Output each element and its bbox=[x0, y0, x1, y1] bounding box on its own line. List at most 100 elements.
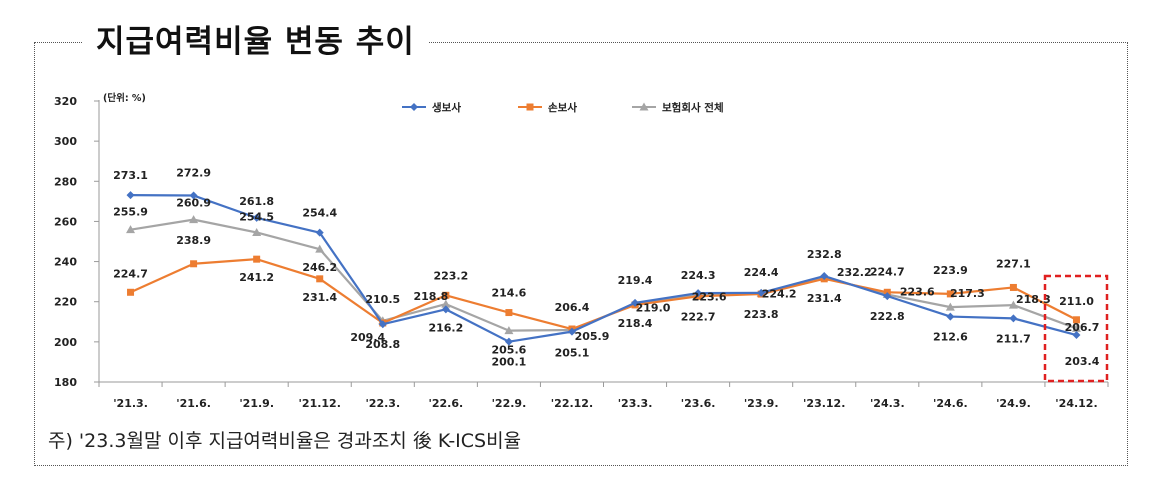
data-label: 208.8 bbox=[365, 338, 400, 351]
data-point bbox=[945, 302, 955, 311]
data-label: 223.8 bbox=[744, 308, 779, 321]
data-point bbox=[189, 215, 199, 224]
data-label: 254.5 bbox=[239, 210, 274, 223]
data-label: 273.1 bbox=[113, 169, 148, 182]
x-tick-label: '22.9. bbox=[492, 397, 527, 410]
data-label: 272.9 bbox=[176, 167, 211, 180]
x-tick-label: '23.6. bbox=[681, 397, 716, 410]
legend-label: 손보사 bbox=[548, 101, 577, 114]
data-point bbox=[1008, 300, 1018, 309]
data-label: 232.2 bbox=[837, 266, 872, 279]
x-tick-label: '21.12. bbox=[299, 397, 341, 410]
data-label: 246.2 bbox=[302, 261, 337, 274]
data-point bbox=[757, 288, 766, 297]
series-line-1 bbox=[130, 194, 1077, 343]
data-point bbox=[504, 326, 514, 335]
data-point bbox=[694, 289, 703, 298]
data-label: 211.0 bbox=[1059, 295, 1094, 308]
chart-title: 지급여력비율 변동 추이 bbox=[96, 24, 415, 60]
data-label: 224.2 bbox=[762, 287, 797, 300]
data-point bbox=[316, 275, 324, 283]
data-label: 241.2 bbox=[239, 271, 274, 284]
data-label: 255.9 bbox=[113, 206, 148, 219]
x-tick-label: '24.3. bbox=[870, 397, 905, 410]
legend-label: 보험회사 전체 bbox=[662, 101, 724, 114]
data-label: 203.4 bbox=[1065, 355, 1100, 368]
data-label: 205.9 bbox=[575, 330, 610, 343]
x-tick-label: '22.3. bbox=[365, 397, 400, 410]
x-tick-label: '21.6. bbox=[176, 397, 211, 410]
y-tick-label: 280 bbox=[54, 175, 77, 188]
data-point bbox=[567, 327, 576, 336]
data-label: 223.9 bbox=[933, 264, 968, 277]
data-label: 224.7 bbox=[870, 265, 905, 278]
data-point bbox=[252, 227, 262, 236]
x-tick-label: '23.3. bbox=[618, 397, 653, 410]
data-label: 218.8 bbox=[413, 290, 448, 303]
footnote: 주) '23.3월말 이후 지급여력비율은 경과조치 後 K-ICS비율 bbox=[48, 430, 522, 452]
y-tick-label: 200 bbox=[54, 336, 77, 349]
y-tick-label: 220 bbox=[54, 296, 77, 309]
x-tick-label: '24.12. bbox=[1055, 397, 1097, 410]
data-point bbox=[1009, 314, 1018, 323]
data-point bbox=[127, 288, 135, 296]
data-point bbox=[190, 260, 198, 268]
title-container: 지급여력비율 변동 추이 bbox=[82, 16, 429, 61]
y-tick-label: 300 bbox=[54, 135, 77, 148]
data-label: 222.7 bbox=[681, 310, 716, 323]
data-label: 227.1 bbox=[996, 257, 1031, 270]
data-label: 224.4 bbox=[744, 266, 779, 279]
y-tick-label: 180 bbox=[54, 376, 77, 389]
y-tick-label: 260 bbox=[54, 215, 77, 228]
data-label: 219.4 bbox=[618, 274, 653, 287]
data-point bbox=[1071, 323, 1081, 332]
data-label: 218.3 bbox=[1016, 293, 1051, 306]
x-tick-label: '22.6. bbox=[429, 397, 464, 410]
data-label: 223.2 bbox=[433, 269, 468, 282]
data-label: 217.3 bbox=[950, 287, 985, 300]
x-tick-label: '22.12. bbox=[551, 397, 593, 410]
data-label: 231.4 bbox=[807, 292, 842, 305]
data-label: 238.9 bbox=[176, 234, 211, 247]
data-label: 209.4 bbox=[350, 331, 385, 344]
data-label: 212.6 bbox=[933, 331, 968, 344]
data-label: 260.9 bbox=[176, 197, 211, 210]
legend-marker bbox=[526, 103, 534, 111]
data-label: 232.8 bbox=[807, 248, 842, 261]
data-point bbox=[1072, 316, 1080, 324]
y-tick-label: 240 bbox=[54, 256, 77, 269]
x-tick-label: '23.9. bbox=[744, 397, 779, 410]
x-tick-label: '21.9. bbox=[239, 397, 274, 410]
data-point bbox=[441, 305, 450, 314]
data-point bbox=[946, 312, 955, 321]
y-tick-label: 320 bbox=[54, 95, 77, 108]
data-point bbox=[820, 272, 829, 281]
data-point bbox=[441, 299, 451, 308]
data-label: 224.7 bbox=[113, 267, 148, 280]
data-label: 211.7 bbox=[996, 332, 1031, 345]
data-label: 231.4 bbox=[302, 291, 337, 304]
data-label: 206.7 bbox=[1065, 321, 1100, 334]
data-point bbox=[315, 228, 324, 237]
x-tick-label: '24.9. bbox=[996, 397, 1031, 410]
data-point bbox=[252, 213, 261, 222]
data-point bbox=[378, 320, 387, 329]
data-label: 200.1 bbox=[492, 356, 527, 369]
data-point bbox=[189, 191, 198, 200]
data-point bbox=[631, 298, 640, 307]
data-point bbox=[253, 255, 261, 263]
legend-label: 생보사 bbox=[432, 101, 461, 114]
data-label: 223.6 bbox=[692, 290, 727, 303]
unit-label: (단위: %) bbox=[103, 92, 146, 104]
highlight-box bbox=[1043, 274, 1109, 383]
data-label: 214.6 bbox=[492, 287, 527, 300]
x-tick-label: '23.12. bbox=[803, 397, 845, 410]
data-point bbox=[946, 290, 954, 298]
data-label: 218.4 bbox=[618, 317, 653, 330]
data-label: 206.4 bbox=[555, 301, 590, 314]
data-point bbox=[442, 291, 450, 299]
data-label: 210.5 bbox=[365, 293, 400, 306]
legend-marker bbox=[639, 102, 649, 111]
data-label: 205.1 bbox=[555, 347, 590, 360]
